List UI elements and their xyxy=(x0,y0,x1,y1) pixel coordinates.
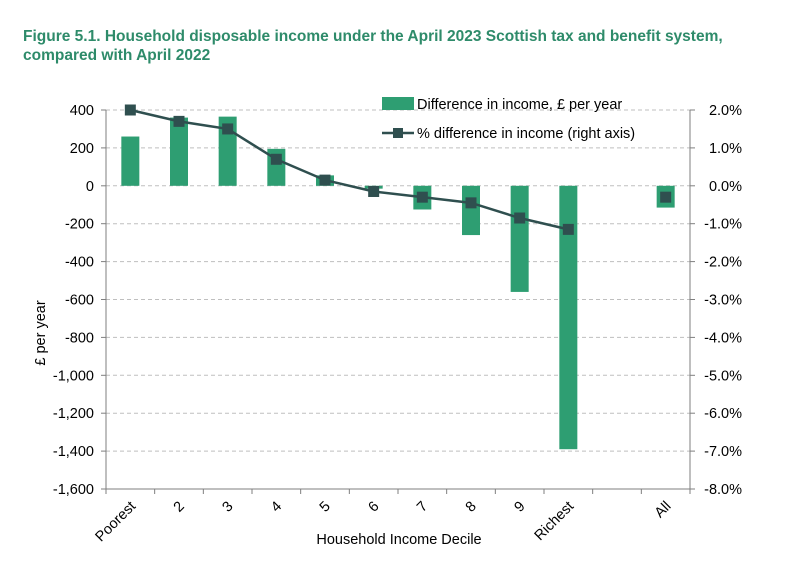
right-axis-ticks: 2.0% 1.0% 0.0% -1.0% -2.0% -3.0% -4.0% -5.0% -6.… xyxy=(704,103,742,498)
y-right-tick-label: -5.0% xyxy=(704,368,742,384)
legend: Difference in income, £ per year % diffe… xyxy=(382,97,635,142)
line-marker xyxy=(173,115,185,127)
y-right-tick-label: -1.0% xyxy=(704,217,742,233)
y-right-tick-label: 0.0% xyxy=(709,179,742,195)
bar xyxy=(170,117,188,186)
y-tick-label: -600 xyxy=(65,293,94,309)
series-line xyxy=(130,108,569,231)
bar-series xyxy=(121,116,675,450)
axes xyxy=(101,109,695,494)
line-marker xyxy=(319,174,331,186)
left-axis-ticks: 400 200 0 -200 -400 -600 -800 -1,000 -1,200 -1,40… xyxy=(53,103,94,498)
x-axis-title: Household Income Decile xyxy=(316,532,481,548)
y-right-tick-label: -7.0% xyxy=(704,444,742,460)
y-tick-label: -1,400 xyxy=(53,444,94,460)
line-marker xyxy=(270,153,282,165)
y-tick-label: -200 xyxy=(65,217,94,233)
x-tick-label: 8 xyxy=(463,499,480,516)
x-tick-label: All xyxy=(652,499,675,522)
y-tick-label: -800 xyxy=(65,330,94,346)
y-tick-label: 0 xyxy=(86,179,94,195)
y-right-tick-label: 1.0% xyxy=(709,141,742,157)
legend-line-label: % difference in income (right axis) xyxy=(417,126,635,142)
legend-bar-label: Difference in income, £ per year xyxy=(417,97,622,113)
x-tick-label: Richest xyxy=(532,499,578,545)
gridlines xyxy=(106,109,690,452)
line-marker xyxy=(124,104,136,116)
line-marker xyxy=(514,212,526,224)
line-marker xyxy=(465,197,477,209)
line-marker xyxy=(562,223,574,235)
line-marker xyxy=(222,123,234,135)
y-right-tick-label: -2.0% xyxy=(704,255,742,271)
x-tick-label: 9 xyxy=(511,499,528,516)
line-series xyxy=(124,104,672,235)
x-tick-label: 4 xyxy=(268,499,285,516)
bar xyxy=(121,136,140,186)
x-tick-label: 3 xyxy=(219,499,236,516)
x-tick-label: 2 xyxy=(171,499,188,516)
line-marker xyxy=(368,185,380,197)
y-right-tick-label: -6.0% xyxy=(704,406,742,422)
x-tick-label: Poorest xyxy=(93,499,140,546)
line-marker xyxy=(416,191,428,203)
legend-bar-swatch xyxy=(382,97,414,110)
x-tick-label: 5 xyxy=(317,499,334,516)
x-tick-label: 6 xyxy=(365,499,382,516)
line-marker xyxy=(660,191,672,203)
bar xyxy=(559,185,578,450)
legend-line-marker xyxy=(393,128,403,138)
y-axis-title: £ per year xyxy=(33,300,49,365)
x-tick-label: 7 xyxy=(414,499,431,516)
y-right-tick-label: -4.0% xyxy=(704,330,742,346)
y-tick-label: -1,600 xyxy=(53,482,94,498)
y-tick-label: 400 xyxy=(70,103,94,119)
y-tick-label: -1,200 xyxy=(53,406,94,422)
bar xyxy=(510,185,529,292)
bar xyxy=(462,185,480,236)
y-tick-label: 200 xyxy=(70,141,94,157)
y-tick-label: -400 xyxy=(65,255,94,271)
figure-title: Figure 5.1. Household disposable income … xyxy=(23,28,723,64)
y-right-tick-label: -8.0% xyxy=(704,482,742,498)
y-right-tick-label: -3.0% xyxy=(704,293,742,309)
y-right-tick-label: 2.0% xyxy=(709,103,742,119)
y-tick-label: -1,000 xyxy=(53,368,94,384)
